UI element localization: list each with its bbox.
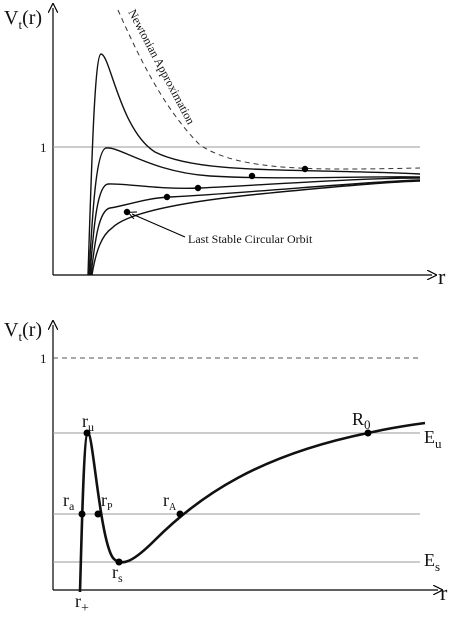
label: rA — [163, 490, 177, 513]
label: ru — [82, 411, 94, 434]
curve — [91, 180, 421, 276]
curve — [88, 147, 421, 276]
label: Es — [424, 550, 440, 574]
point-labels: ru ra rP rs rA R0 Eu Es r+ — [63, 409, 442, 616]
label: r+ — [75, 591, 89, 616]
tick-one: 1 — [40, 351, 47, 366]
bottom-panel: Vt(r) 1 r ru ra rP rs rA R0 Eu Es r+ — [4, 319, 448, 616]
curve — [89, 177, 421, 276]
x-label: r — [440, 580, 448, 605]
newtonian-curve — [117, 9, 421, 170]
label: Eu — [424, 427, 442, 451]
label: ra — [63, 490, 75, 513]
label: rs — [112, 562, 123, 585]
y-label: Vt(r) — [4, 319, 42, 344]
tick-one: 1 — [40, 140, 47, 155]
curve — [87, 53, 421, 276]
orbit-dots — [123, 165, 309, 216]
top-panel: Vt(r) 1 r Newtonian Approximation Last S… — [4, 7, 446, 289]
potential-curve — [78, 421, 426, 593]
newtonian-label: Newtonian Approximation — [125, 7, 198, 127]
lsco-label: Last Stable Circular Orbit — [188, 232, 313, 246]
points — [78, 429, 372, 566]
x-label: r — [438, 264, 446, 289]
label: R0 — [352, 409, 371, 432]
lsco-arrow — [132, 214, 186, 238]
label: rP — [101, 490, 113, 513]
y-label: Vt(r) — [4, 7, 42, 32]
